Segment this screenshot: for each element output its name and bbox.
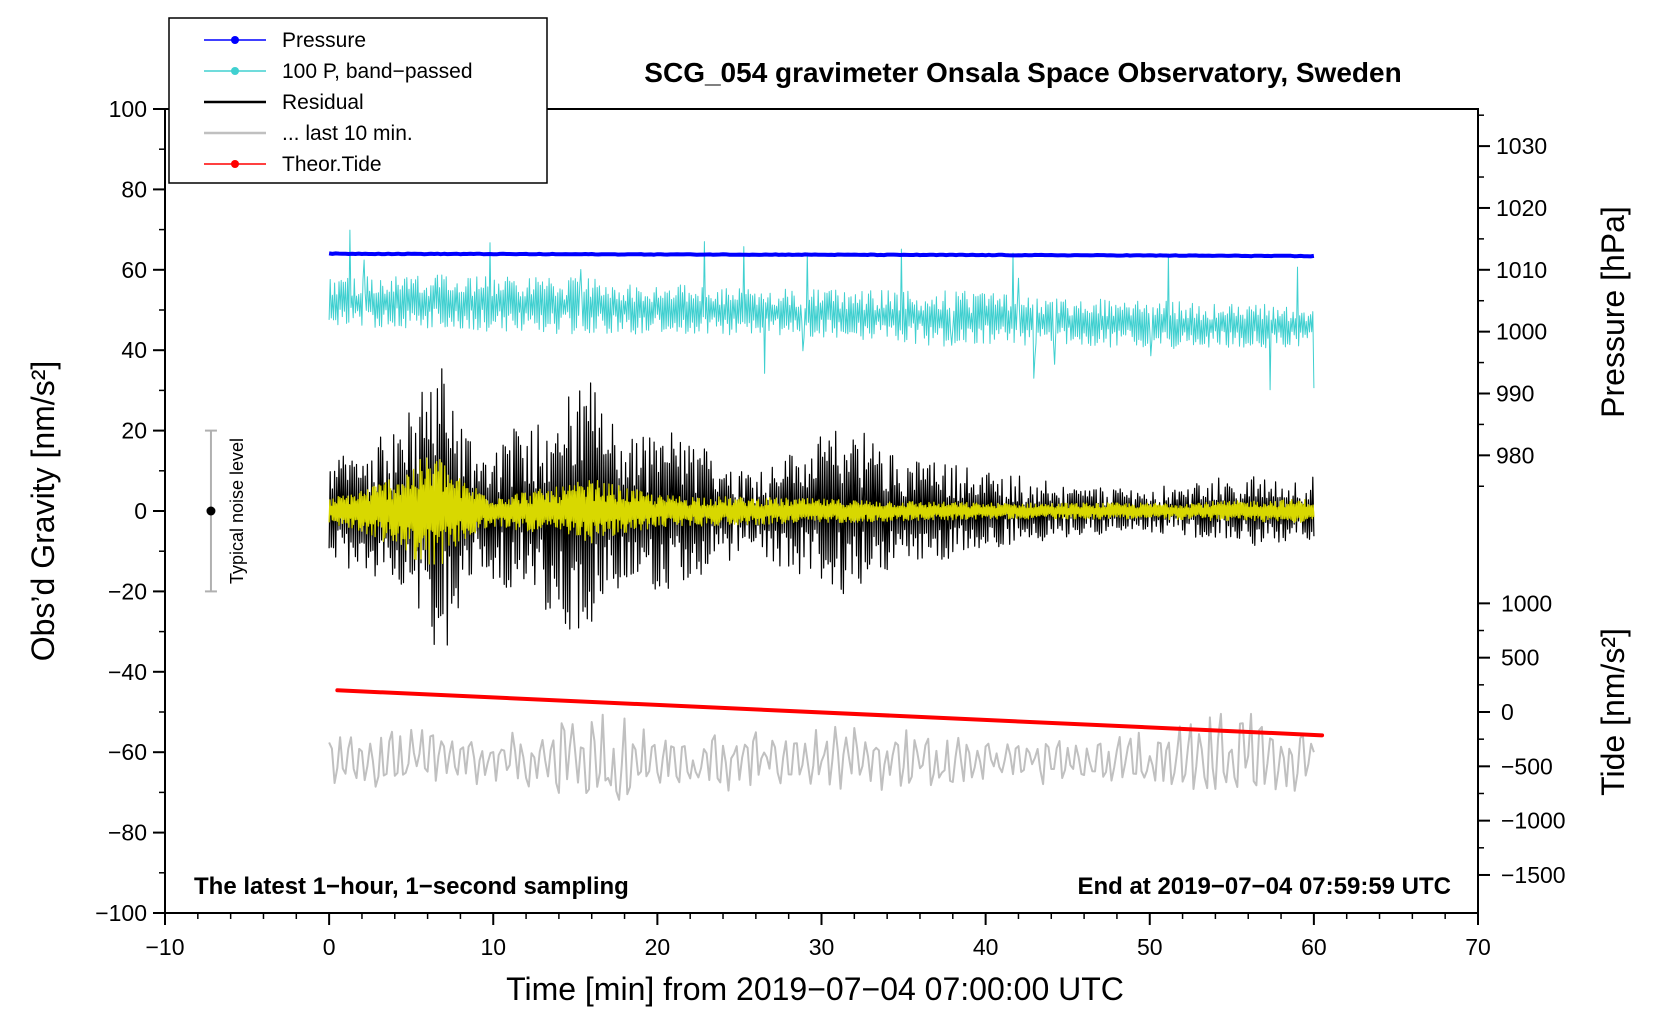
- pressure-tick-label: 1000: [1496, 319, 1547, 345]
- series-last-10-min: [328, 712, 1315, 801]
- pressure-tick-label: 980: [1496, 442, 1534, 468]
- chart-title: SCG_054 gravimeter Onsala Space Observat…: [644, 57, 1401, 88]
- y-axis-label-tide: Tide [nm/s²]: [1595, 628, 1631, 796]
- x-tick-label: 0: [323, 934, 336, 960]
- noise-bar-center: [206, 506, 216, 516]
- legend-label: Pressure: [282, 29, 366, 52]
- legend-label: Theor.Tide: [282, 153, 382, 176]
- pressure-tick-label: 1030: [1496, 133, 1547, 159]
- y-tick-label: 20: [121, 418, 147, 444]
- y-tick-label: −80: [108, 820, 147, 846]
- noise-label: Typical noise level: [227, 438, 247, 584]
- series-theoretical-tide: [335, 688, 1325, 738]
- y-axis-label-pressure: Pressure [hPa]: [1595, 206, 1631, 418]
- annotation-latest-hour: The latest 1−hour, 1−second sampling: [194, 873, 629, 900]
- pressure-tick-label: 1020: [1496, 195, 1547, 221]
- x-tick-label: 60: [1301, 934, 1327, 960]
- x-tick-label: 40: [973, 934, 999, 960]
- series-layer: [328, 229, 1325, 801]
- y-tick-label: 0: [134, 498, 147, 524]
- tide-tick-label: 0: [1501, 699, 1514, 725]
- legend-label: 100 P, band−passed: [282, 60, 473, 83]
- tide-tick-label: 1000: [1501, 590, 1552, 616]
- y-tick-label: −60: [108, 739, 147, 765]
- legend-label: ... last 10 min.: [282, 122, 413, 145]
- y-tick-label: 80: [121, 176, 147, 202]
- x-tick-label: 70: [1465, 934, 1491, 960]
- legend-box: [168, 17, 548, 184]
- tide-tick-label: −1000: [1501, 808, 1566, 834]
- x-tick-label: −10: [145, 934, 184, 960]
- y-tick-label: −20: [108, 578, 147, 604]
- tide-tick-label: 500: [1501, 645, 1539, 671]
- x-tick-label: 30: [809, 934, 835, 960]
- legend-label: Residual: [282, 91, 364, 114]
- legend-marker: [231, 36, 239, 44]
- tide-tick-label: −1500: [1501, 862, 1566, 888]
- y-tick-label: 60: [121, 257, 147, 283]
- y-axis-label-left: Obs’d Gravity [nm/s²]: [25, 361, 61, 662]
- series-pressure: [328, 251, 1315, 259]
- pressure-tick-label: 990: [1496, 380, 1534, 406]
- y-tick-label: 100: [109, 96, 147, 122]
- x-tick-label: 10: [480, 934, 506, 960]
- x-tick-label: 50: [1137, 934, 1163, 960]
- series-band-passed-pressure: [328, 229, 1315, 391]
- series-filtered: [328, 457, 1315, 565]
- y-tick-label: −40: [108, 659, 147, 685]
- noise-level-indicator: Typical noise level: [204, 429, 247, 593]
- legend-marker: [231, 160, 239, 168]
- pressure-tick-label: 1010: [1496, 257, 1547, 283]
- annotation-end-time: End at 2019−07−04 07:59:59 UTC: [1077, 873, 1451, 900]
- x-tick-label: 20: [645, 934, 671, 960]
- legend: Pressure 100 P, band−passed Residual ... la…: [168, 17, 548, 184]
- legend-marker: [231, 67, 239, 75]
- tide-tick-label: −500: [1501, 753, 1553, 779]
- x-axis-label: Time [min] from 2019−07−04 07:00:00 UTC: [506, 971, 1124, 1007]
- y-tick-label: 40: [121, 337, 147, 363]
- y-tick-label: −100: [95, 900, 147, 926]
